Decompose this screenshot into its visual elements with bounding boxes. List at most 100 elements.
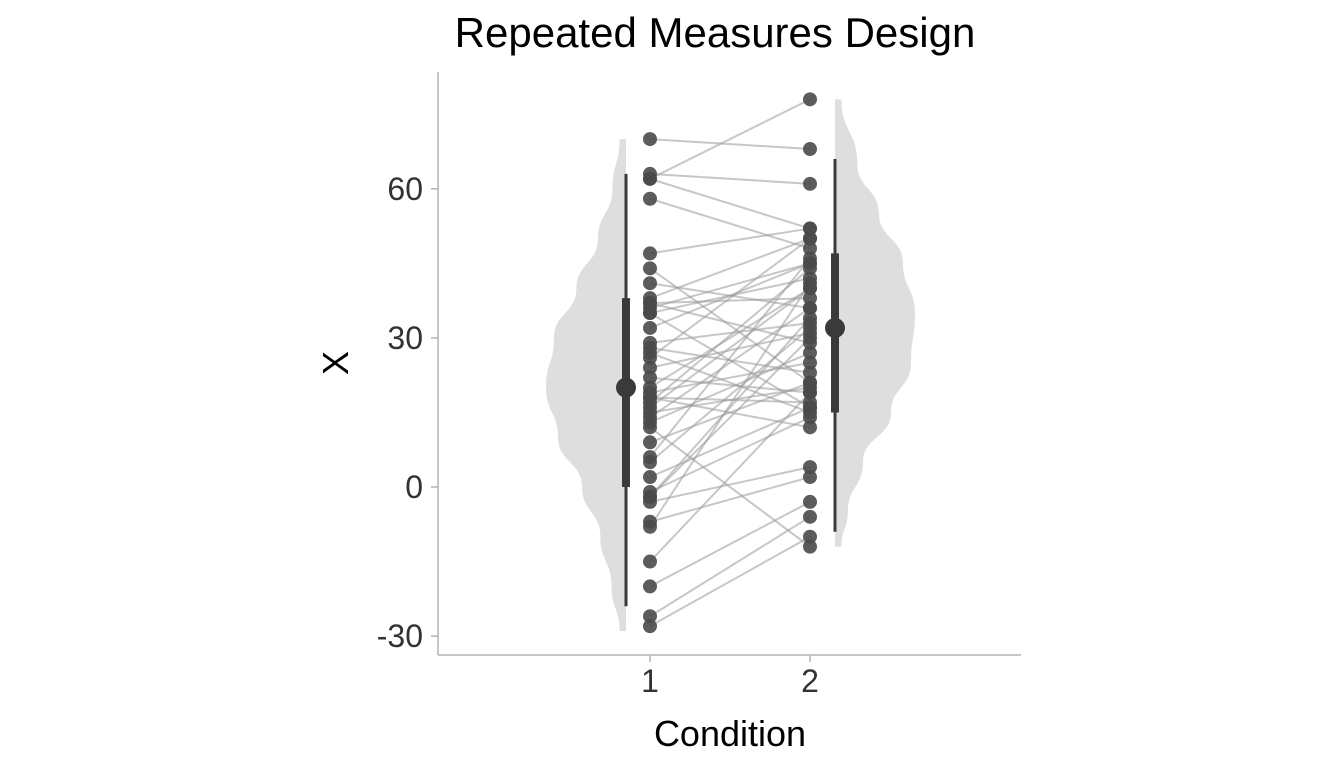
pair-line xyxy=(649,535,811,628)
data-point-condition-2 xyxy=(803,142,817,157)
data-point-condition-1 xyxy=(643,350,657,365)
violin-condition-1 xyxy=(546,139,626,632)
data-point-condition-2 xyxy=(803,291,817,306)
x-tick-label: 1 xyxy=(641,663,659,699)
pair-line xyxy=(649,177,811,230)
data-point-condition-2 xyxy=(803,176,817,191)
x-axis-title: Condition xyxy=(654,713,806,754)
data-point-condition-2 xyxy=(803,400,817,415)
median-point-condition-2 xyxy=(825,317,845,338)
pair-line xyxy=(649,262,811,329)
pair-line xyxy=(649,282,811,528)
data-point-condition-1 xyxy=(643,360,657,375)
pair-line xyxy=(649,287,811,409)
pair-line xyxy=(649,331,811,369)
data-point-condition-2 xyxy=(803,375,817,390)
pair-line xyxy=(649,98,811,180)
pair-line xyxy=(649,257,811,458)
y-tick-label: -30 xyxy=(377,618,423,654)
pair-line xyxy=(649,466,811,503)
data-point-condition-1 xyxy=(643,455,657,470)
pair-line xyxy=(649,406,811,478)
violin-condition-2 xyxy=(835,99,915,547)
data-point-condition-2 xyxy=(803,539,817,554)
data-point-condition-2 xyxy=(803,311,817,326)
data-point-condition-1 xyxy=(643,370,657,385)
pair-line xyxy=(649,337,811,498)
data-point-condition-2 xyxy=(803,345,817,360)
data-point-condition-2 xyxy=(803,509,817,524)
pair-line xyxy=(649,287,811,389)
pair-line xyxy=(649,327,811,463)
data-point-condition-1 xyxy=(643,609,657,624)
pair-line xyxy=(649,416,811,493)
y-axis-title: X xyxy=(315,351,356,375)
data-point-condition-2 xyxy=(803,241,817,256)
data-point-condition-2 xyxy=(803,301,817,316)
pair-line xyxy=(649,501,811,588)
pair-line xyxy=(649,297,811,305)
violin-layer xyxy=(546,99,915,632)
data-point-condition-2 xyxy=(803,330,817,345)
pair-line xyxy=(649,237,811,300)
pair-line xyxy=(649,262,811,310)
data-point-condition-1 xyxy=(643,579,657,594)
pair-line xyxy=(649,307,811,419)
data-point-condition-2 xyxy=(803,420,817,435)
data-point-condition-1 xyxy=(643,132,657,147)
data-point-condition-2 xyxy=(803,529,817,544)
data-point-condition-1 xyxy=(643,296,657,311)
data-point-condition-2 xyxy=(803,251,817,266)
y-axis-ticks: -30 0 30 60 xyxy=(377,171,438,654)
points-layer xyxy=(643,92,817,634)
data-point-condition-2 xyxy=(803,410,817,425)
pair-line xyxy=(649,237,811,359)
y-tick-label: 30 xyxy=(387,320,423,356)
pair-line xyxy=(649,197,811,250)
data-point-condition-2 xyxy=(803,261,817,276)
data-point-condition-1 xyxy=(643,276,657,291)
pair-line xyxy=(649,391,811,563)
pair-line xyxy=(649,138,811,151)
pair-line xyxy=(649,302,811,344)
pair-line xyxy=(649,381,811,444)
data-point-condition-2 xyxy=(803,221,817,236)
pair-lines-layer xyxy=(649,98,811,628)
data-point-condition-1 xyxy=(643,619,657,634)
data-point-condition-1 xyxy=(643,519,657,534)
data-point-condition-2 xyxy=(803,276,817,291)
data-point-condition-1 xyxy=(643,261,657,276)
pair-line xyxy=(649,426,811,548)
data-point-condition-1 xyxy=(643,306,657,321)
data-point-condition-1 xyxy=(643,470,657,485)
data-point-condition-1 xyxy=(643,489,657,504)
data-point-condition-2 xyxy=(803,470,817,485)
median-point-condition-1 xyxy=(616,377,636,398)
data-point-condition-2 xyxy=(803,365,817,380)
data-point-condition-2 xyxy=(803,231,817,246)
data-point-condition-1 xyxy=(643,191,657,206)
data-point-condition-2 xyxy=(803,494,817,509)
chart-title: Repeated Measures Design xyxy=(455,9,976,56)
data-point-condition-2 xyxy=(803,320,817,335)
data-point-condition-2 xyxy=(803,355,817,370)
data-point-condition-1 xyxy=(643,246,657,261)
data-point-condition-2 xyxy=(803,460,817,475)
data-point-condition-1 xyxy=(643,171,657,186)
data-point-condition-1 xyxy=(643,420,657,435)
y-tick-label: 0 xyxy=(405,469,423,505)
data-point-condition-1 xyxy=(643,435,657,450)
data-point-condition-2 xyxy=(803,92,817,107)
pair-line xyxy=(649,317,811,498)
pair-line xyxy=(649,172,811,185)
data-point-condition-1 xyxy=(643,554,657,569)
pair-line xyxy=(649,476,811,523)
data-point-condition-2 xyxy=(803,385,817,400)
summary-layer xyxy=(616,158,845,607)
x-tick-label: 2 xyxy=(801,663,819,699)
data-point-condition-1 xyxy=(643,320,657,335)
pair-line xyxy=(649,227,811,255)
y-tick-label: 60 xyxy=(387,171,423,207)
